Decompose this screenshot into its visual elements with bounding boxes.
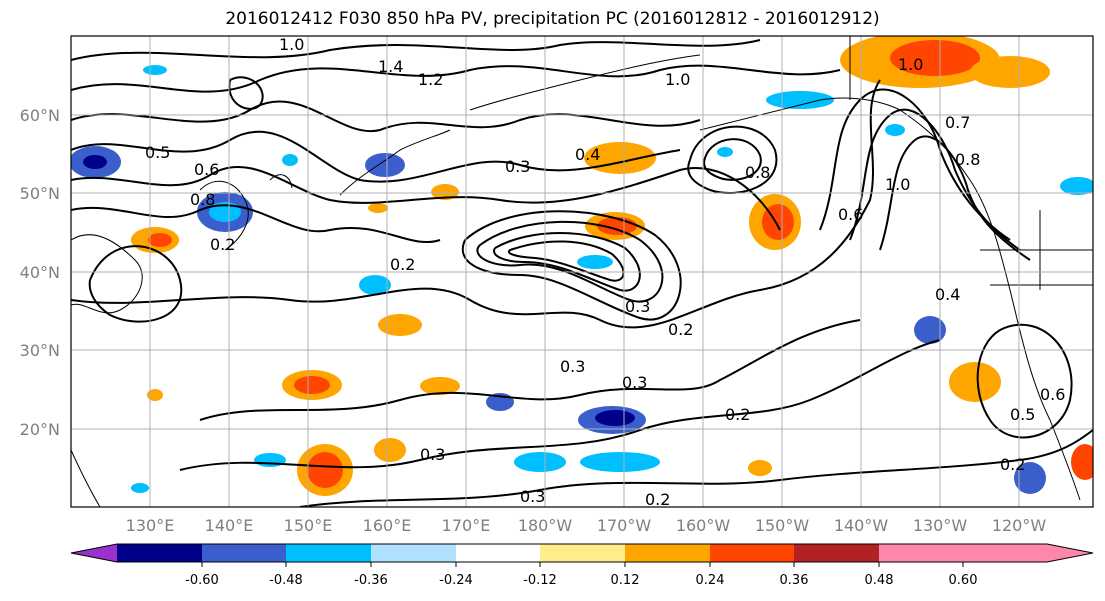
lon-label: 160°W	[676, 516, 731, 535]
colorbar-tick-label: 0.12	[611, 573, 640, 588]
contour-label: 0.3	[622, 373, 647, 392]
lat-axis: 60°N 50°N 40°N 30°N 20°N	[20, 106, 60, 439]
colorbar-segment	[794, 544, 879, 562]
contour-label: 0.6	[1040, 385, 1065, 404]
contour-label: 0.5	[145, 143, 170, 162]
colorbar: -0.60 -0.48 -0.36 -0.24 -0.12 0.12 0.24 …	[70, 543, 1094, 588]
colorbar-segment	[540, 544, 625, 562]
contour-label: 1.0	[665, 70, 690, 89]
contour-label: 0.8	[190, 190, 215, 209]
contour-label: 0.2	[668, 320, 693, 339]
contour-label: 1.0	[885, 175, 910, 194]
lon-label: 180°W	[518, 516, 573, 535]
contour-label: 0.5	[1010, 405, 1035, 424]
contour-label: 0.6	[838, 205, 863, 224]
colorbar-tick-label: -0.12	[523, 573, 557, 588]
contour-label: 0.2	[1000, 455, 1025, 474]
colorbar-tick-label: -0.48	[269, 573, 303, 588]
contour-label: 1.2	[418, 70, 443, 89]
contour-label: 0.3	[625, 297, 650, 316]
colorbar-segment	[625, 544, 710, 562]
lon-label: 150°E	[284, 516, 333, 535]
colorbar-tick-label: 0.36	[780, 573, 809, 588]
lon-label: 140°E	[205, 516, 254, 535]
lon-axis: 130°E 140°E 150°E 160°E 170°E 180°W 170°…	[126, 516, 1047, 535]
contour-label: 0.2	[725, 405, 750, 424]
colorbar-tick-label: 0.24	[696, 573, 725, 588]
contour-label: 0.8	[745, 163, 770, 182]
coastlines	[71, 36, 1093, 507]
colorbar-segment	[371, 544, 456, 562]
colorbar-tick-label: 0.60	[949, 573, 978, 588]
lon-label: 120°W	[992, 516, 1047, 535]
contour-label: 0.3	[520, 487, 545, 506]
lon-label: 160°E	[363, 516, 412, 535]
lon-label: 170°W	[597, 516, 652, 535]
lon-label: 140°W	[834, 516, 889, 535]
colorbar-segment	[456, 544, 540, 562]
contour-label: 0.6	[194, 160, 219, 179]
lon-label: 150°W	[755, 516, 810, 535]
lon-label: 170°E	[442, 516, 491, 535]
contour-label: 1.0	[279, 35, 304, 54]
pv-contours	[71, 39, 1093, 507]
contour-label: 0.2	[390, 255, 415, 274]
contour-labels: 1.0 1.4 1.2 1.0 0.5 0.6 0.8 0.2 0.3 0.4 …	[145, 35, 1065, 509]
lat-label: 40°N	[20, 263, 60, 282]
contour-label: 0.4	[935, 285, 960, 304]
colorbar-tick-label: -0.24	[439, 573, 473, 588]
colorbar-outline	[70, 543, 1094, 563]
colorbar-extend-max-pink	[963, 544, 1093, 562]
lat-label: 30°N	[20, 341, 60, 360]
contour-label: 0.8	[955, 150, 980, 169]
colorbar-extend-min	[71, 544, 117, 562]
contour-label: 0.3	[420, 445, 445, 464]
contour-label: 0.3	[505, 157, 530, 176]
graticule	[71, 36, 1093, 507]
contour-label: 0.2	[645, 490, 670, 509]
contour-label: 0.4	[575, 145, 600, 164]
contour-label: 1.0	[898, 55, 923, 74]
lat-label: 20°N	[20, 420, 60, 439]
map-title: 2016012412 F030 850 hPa PV, precipitatio…	[225, 9, 880, 29]
map-frame	[70, 35, 1094, 508]
colorbar-segment	[710, 544, 794, 562]
lat-label: 50°N	[20, 184, 60, 203]
contour-label: 0.7	[945, 113, 970, 132]
lon-label: 130°E	[126, 516, 175, 535]
contour-label: 1.4	[378, 57, 403, 76]
colorbar-segment	[879, 544, 963, 562]
colorbar-ticks	[201, 562, 964, 567]
colorbar-tick-label: -0.36	[354, 573, 388, 588]
colorbar-segment	[286, 544, 371, 562]
lon-label: 130°W	[913, 516, 968, 535]
colorbar-segment	[202, 544, 286, 562]
colorbar-tick-label: -0.60	[185, 573, 219, 588]
contour-label: 0.2	[210, 235, 235, 254]
contour-label: 0.3	[560, 357, 585, 376]
colorbar-segment	[117, 544, 202, 562]
colorbar-tick-label: 0.48	[865, 573, 894, 588]
lat-label: 60°N	[20, 106, 60, 125]
